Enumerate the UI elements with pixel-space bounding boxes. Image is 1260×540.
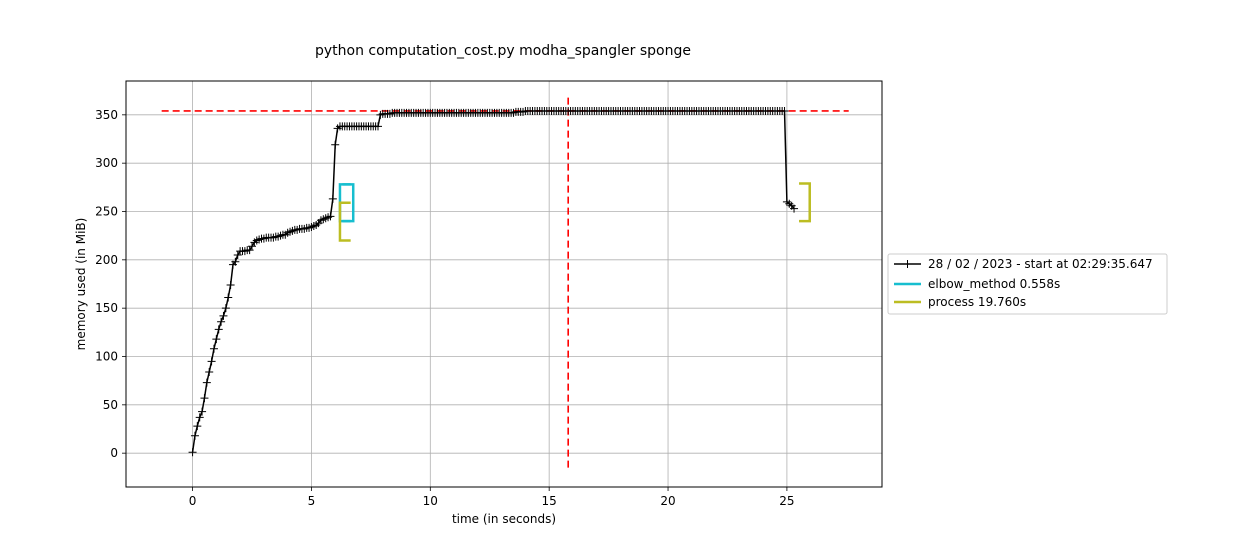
legend-item-process: process 19.760s: [894, 295, 1026, 309]
y-tick-label: 250: [95, 205, 118, 219]
process-end-bracket: [799, 182, 811, 223]
memory-point: [207, 357, 216, 366]
legend-marker-plus: [903, 260, 912, 268]
memory-point: [326, 212, 335, 221]
y-tick-label: 0: [110, 446, 118, 460]
legend-item-elbow-method: elbow_method 0.558s: [894, 277, 1060, 291]
memory-point: [214, 325, 223, 334]
x-axis-label: time (in seconds): [452, 512, 556, 526]
memory-point: [790, 204, 799, 213]
y-tick-label: 200: [95, 253, 118, 267]
y-tick-label: 350: [95, 108, 118, 122]
memory-point: [221, 304, 230, 313]
memory-point: [202, 378, 211, 387]
x-tick-label: 10: [423, 494, 438, 508]
chart-title: python computation_cost.py modha_spangle…: [315, 43, 691, 59]
x-tick-label: 20: [660, 494, 675, 508]
data-layer: [162, 94, 849, 468]
memory-point: [780, 106, 789, 115]
memory-point: [212, 335, 221, 344]
memory-point: [193, 422, 202, 431]
legend-label-elbow-method: elbow_method 0.558s: [928, 277, 1060, 291]
y-axis-label: memory used (in MiB): [74, 218, 88, 351]
legend-label-process: process 19.760s: [928, 295, 1026, 309]
y-tick-label: 300: [95, 156, 118, 170]
memory-point: [328, 194, 337, 203]
process-start-bracket: [338, 201, 351, 242]
y-tick-label: 100: [95, 350, 118, 364]
memory-point: [231, 257, 240, 266]
legend-item-memory: 28 / 02 / 2023 - start at 02:29:35.647: [894, 257, 1153, 271]
memory-usage-line: [191, 110, 795, 453]
x-tick-label: 5: [308, 494, 316, 508]
memory-point: [198, 407, 207, 416]
memory-point: [195, 413, 204, 422]
legend-label-memory: 28 / 02 / 2023 - start at 02:29:35.647: [928, 257, 1153, 271]
memory-point: [209, 344, 218, 353]
x-tick-label: 25: [779, 494, 794, 508]
x-tick-label: 15: [542, 494, 557, 508]
y-tick-label: 50: [103, 398, 118, 412]
memory-point: [224, 293, 233, 302]
axes-frame: [125, 80, 883, 488]
x-tick-label: 0: [189, 494, 197, 508]
memory-point: [374, 122, 382, 131]
elbow-method-end-bracket: [342, 183, 355, 223]
memory-point: [205, 367, 214, 376]
legend: 28 / 02 / 2023 - start at 02:29:35.647 e…: [887, 253, 1168, 315]
memory-point: [200, 394, 209, 403]
memory-point: [226, 280, 235, 289]
memory-point: [219, 311, 228, 320]
legend-box: [887, 253, 1168, 315]
grid-lines: [126, 81, 882, 487]
memory-point: [331, 140, 340, 149]
y-tick-label: 150: [95, 301, 118, 315]
memory-point: [188, 448, 197, 457]
memory-point: [190, 431, 199, 440]
memory-point: [217, 317, 226, 326]
